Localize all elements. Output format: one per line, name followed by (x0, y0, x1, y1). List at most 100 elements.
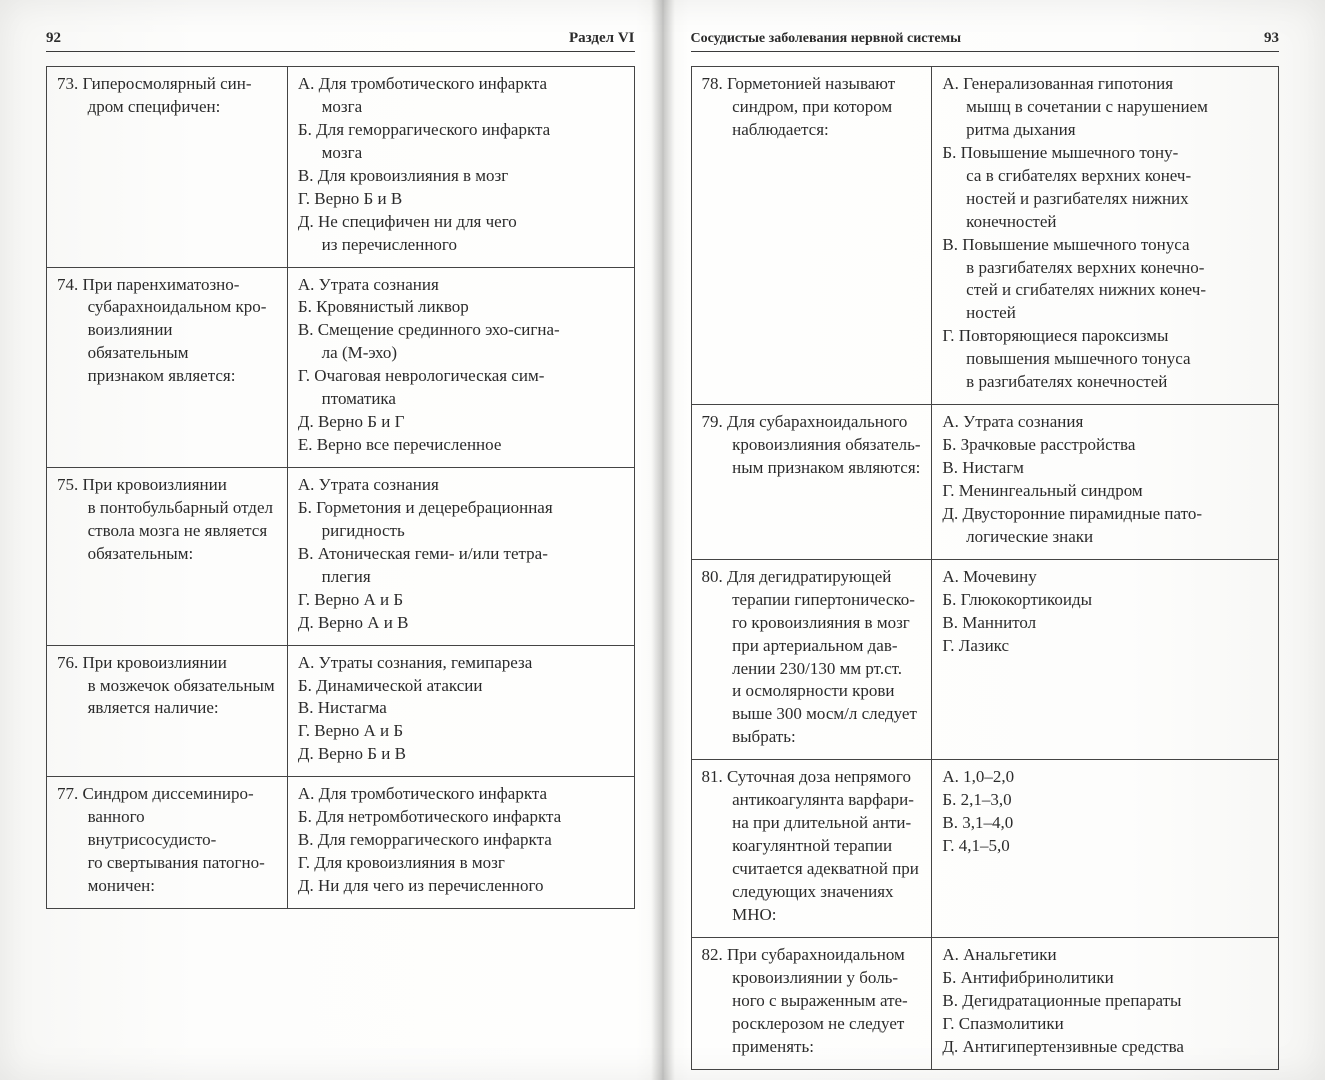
question-line: 77. Синдром диссеминиро- (57, 783, 277, 806)
question-line: 82. При субарахноидальном (702, 944, 922, 967)
answer-option: Б. Горметония и децеребрационная (298, 497, 624, 520)
answer-option: А. Утраты сознания, гемипареза (298, 652, 624, 675)
answer-option: В. 3,1–4,0 (942, 812, 1268, 835)
question-cell: 75. При кровоизлияниив понтобульбарный о… (47, 468, 288, 646)
answer-option: Д. Не специфичен ни для чего (298, 211, 624, 234)
question-line: синдром, при котором (702, 96, 922, 119)
answer-option: Б. Кровянистый ликвор (298, 296, 624, 319)
answer-continuation: в разгибателях верхних конечно- (942, 257, 1268, 280)
answer-option: Д. Двусторонние пирамидные пато- (942, 503, 1268, 526)
question-line: следующих значениях (702, 881, 922, 904)
answer-continuation: са в сгибателях верхних конеч- (942, 165, 1268, 188)
answer-option: Б. Динамической атаксии (298, 675, 624, 698)
answer-option: А. Утрата сознания (298, 474, 624, 497)
question-line: моничен: (57, 875, 277, 898)
question-line: считается адекватной при (702, 858, 922, 881)
question-cell: 78. Горметонией называютсиндром, при кот… (691, 67, 932, 405)
answer-option: Б. Для нетромботического инфаркта (298, 806, 624, 829)
answer-continuation: мозга (298, 142, 624, 165)
question-line: 76. При кровоизлиянии (57, 652, 277, 675)
question-line: на при длительной анти- (702, 812, 922, 835)
question-line: 81. Суточная доза непрямого (702, 766, 922, 789)
answers-cell: А. Утрата сознанияБ. Кровянистый ликворВ… (287, 267, 634, 468)
question-cell: 80. Для дегидратирующейтерапии гипертони… (691, 559, 932, 760)
answer-option: Б. Для геморрагического инфаркта (298, 119, 624, 142)
answer-option: А. Для тромботического инфаркта (298, 783, 624, 806)
answer-continuation: птоматика (298, 388, 624, 411)
answers-cell: А. Утраты сознания, гемипарезаБ. Динамич… (287, 645, 634, 777)
left-page: 92 Раздел VI 73. Гиперосмолярный син-дро… (18, 20, 663, 1050)
answer-continuation: плегия (298, 566, 624, 589)
question-line: обязательным: (57, 543, 277, 566)
question-line: антикоагулянта варфари- (702, 789, 922, 812)
answer-continuation: логические знаки (942, 526, 1268, 549)
question-line: применять: (702, 1036, 922, 1059)
answer-option: В. Атоническая геми- и/или тетра- (298, 543, 624, 566)
answer-option: В. Смещение срединного эхо-сигна- (298, 319, 624, 342)
answer-continuation: стей и сгибателях нижних конеч- (942, 279, 1268, 302)
question-line: ванного внутрисосудисто- (57, 806, 277, 852)
table-row: 73. Гиперосмолярный син-дром специфичен:… (47, 67, 635, 268)
answer-option: Г. Верно А и Б (298, 589, 624, 612)
right-page-number: 93 (1264, 30, 1279, 47)
answer-continuation: ностей (942, 302, 1268, 325)
answer-option: Г. Для кровоизлияния в мозг (298, 852, 624, 875)
question-line: 73. Гиперосмолярный син- (57, 73, 277, 96)
answer-option: Г. Очаговая неврологическая сим- (298, 365, 624, 388)
answer-option: Г. Верно А и Б (298, 720, 624, 743)
question-line: в понтобульбарный отдел (57, 497, 277, 520)
qa-table-left: 73. Гиперосмолярный син-дром специфичен:… (46, 66, 635, 909)
answer-option: Г. Менингеальный синдром (942, 480, 1268, 503)
answer-option: А. Для тромботического инфаркта (298, 73, 624, 96)
left-page-header: 92 Раздел VI (46, 30, 635, 52)
question-line: кровоизлиянии у боль- (702, 967, 922, 990)
answer-option: В. Для кровоизлияния в мозг (298, 165, 624, 188)
question-cell: 82. При субарахноидальномкровоизлиянии у… (691, 937, 932, 1069)
answer-option: В. Нистагм (942, 457, 1268, 480)
right-page: Сосудистые заболевания нервной системы 9… (663, 20, 1308, 1050)
answer-continuation: ностей и разгибателях нижних (942, 188, 1268, 211)
answers-cell: А. Для тромботического инфарктаБ. Для не… (287, 777, 634, 909)
answer-option: А. 1,0–2,0 (942, 766, 1268, 789)
answer-continuation: мышц в сочетании с нарушением (942, 96, 1268, 119)
answer-option: Г. Лазикс (942, 635, 1268, 658)
question-line: ным признаком являются: (702, 457, 922, 480)
answer-option: Б. Зрачковые расстройства (942, 434, 1268, 457)
table-row: 76. При кровоизлияниив мозжечок обязател… (47, 645, 635, 777)
answer-option: Г. Верно Б и В (298, 188, 624, 211)
question-line: является наличие: (57, 697, 277, 720)
question-line: 80. Для дегидратирующей (702, 566, 922, 589)
answer-option: Г. Повторяющиеся пароксизмы (942, 325, 1268, 348)
right-page-header: Сосудистые заболевания нервной системы 9… (691, 30, 1280, 52)
question-line: кровоизлияния обязатель- (702, 434, 922, 457)
answer-continuation: из перечисленного (298, 234, 624, 257)
section-title: Раздел VI (569, 30, 635, 47)
chapter-title: Сосудистые заболевания нервной системы (691, 31, 962, 47)
answer-continuation: мозга (298, 96, 624, 119)
question-line: дром специфичен: (57, 96, 277, 119)
question-line: при артериальном дав- (702, 635, 922, 658)
table-row: 77. Синдром диссеминиро-ванного внутрисо… (47, 777, 635, 909)
question-line: субарахноидальном кро- (57, 296, 277, 319)
question-line: 74. При паренхиматозно- (57, 274, 277, 297)
answers-cell: А. Утрата сознанияБ. Горметония и децере… (287, 468, 634, 646)
answer-option: А. Утрата сознания (942, 411, 1268, 434)
answer-option: Г. 4,1–5,0 (942, 835, 1268, 858)
question-cell: 81. Суточная доза непрямогоантикоагулянт… (691, 760, 932, 938)
qa-tbody-left: 73. Гиперосмолярный син-дром специфичен:… (47, 67, 635, 909)
table-row: 78. Горметонией называютсиндром, при кот… (691, 67, 1279, 405)
question-line: ствола мозга не является (57, 520, 277, 543)
table-row: 81. Суточная доза непрямогоантикоагулянт… (691, 760, 1279, 938)
answer-option: А. Утрата сознания (298, 274, 624, 297)
qa-table-right: 78. Горметонией называютсиндром, при кот… (691, 66, 1280, 1070)
answer-continuation: ригидность (298, 520, 624, 543)
table-row: 74. При паренхиматозно-субарахноидальном… (47, 267, 635, 468)
answer-option: Б. 2,1–3,0 (942, 789, 1268, 812)
answer-option: А. Генерализованная гипотония (942, 73, 1268, 96)
question-line: 75. При кровоизлиянии (57, 474, 277, 497)
question-line: признаком является: (57, 365, 277, 388)
answer-option: Е. Верно все перечисленное (298, 434, 624, 457)
answers-cell: А. Утрата сознанияБ. Зрачковые расстройс… (932, 405, 1279, 560)
table-row: 82. При субарахноидальномкровоизлиянии у… (691, 937, 1279, 1069)
table-row: 75. При кровоизлияниив понтобульбарный о… (47, 468, 635, 646)
